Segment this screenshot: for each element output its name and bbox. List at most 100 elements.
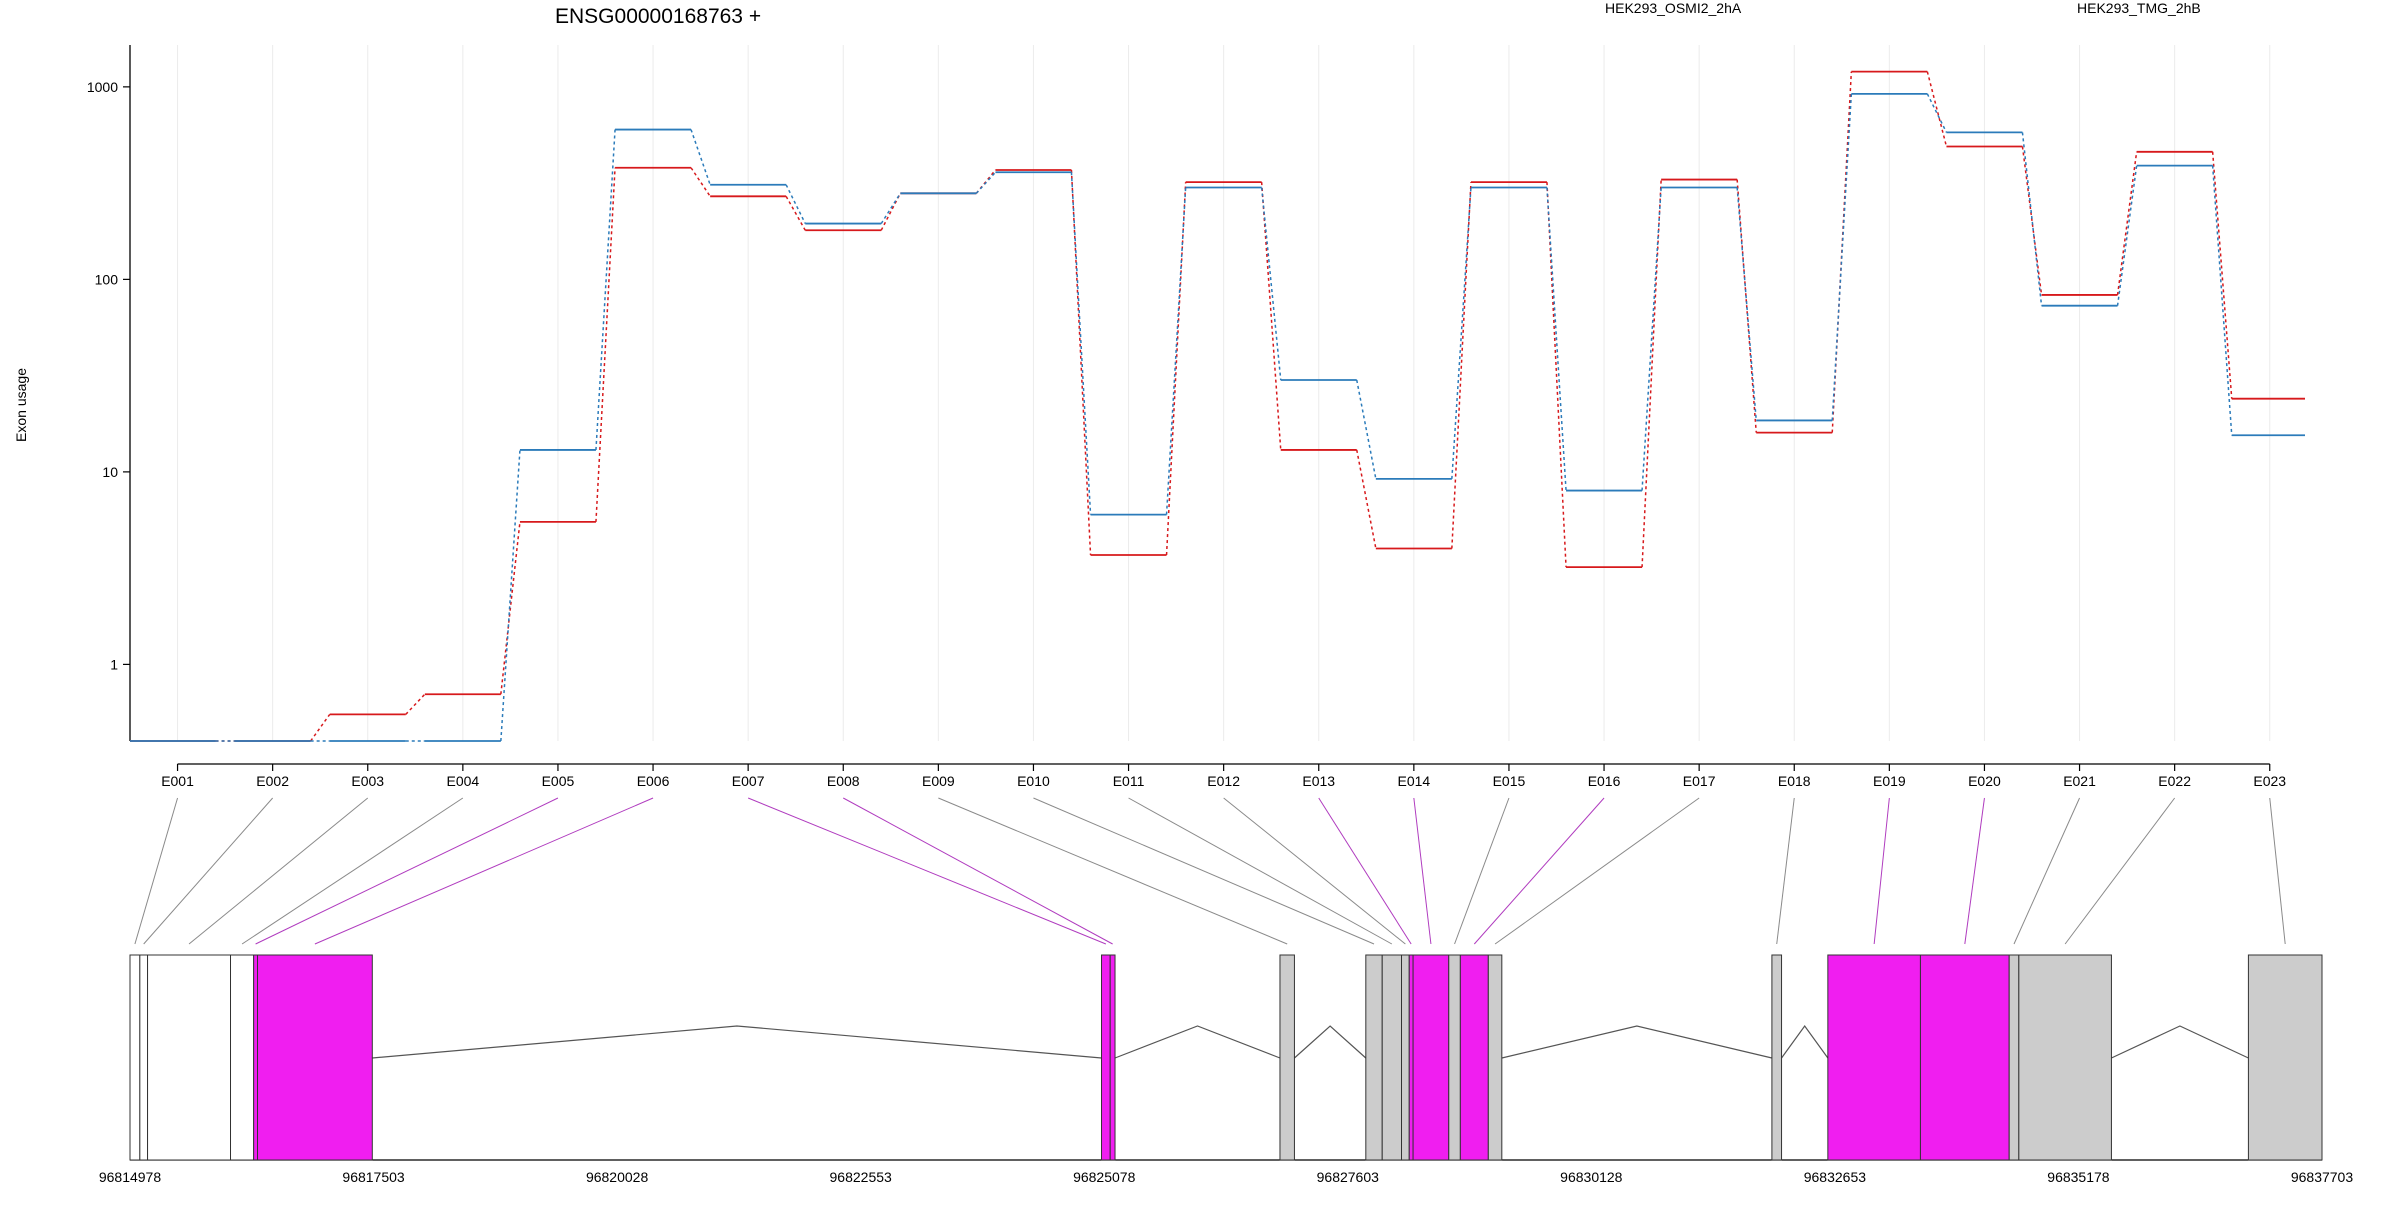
series-tmg-link-E013: [1356, 379, 1377, 479]
x-tick-label-E023: E023: [2253, 773, 2286, 789]
exon-box-E009: [1279, 954, 1295, 1161]
connector-E015: [1454, 797, 1510, 945]
exon-box-E014: [1412, 954, 1450, 1161]
series-osmi2-link-E012: [1260, 182, 1282, 451]
exon-box-E006: [257, 954, 373, 1161]
x-tick-label-E006: E006: [637, 773, 670, 789]
exon-box-E013: [1408, 954, 1414, 1161]
exon-box-E005: [253, 954, 259, 1161]
series-osmi2-link-E008: [880, 192, 902, 231]
gridlines: [177, 45, 2271, 741]
exon-box-E002: [139, 954, 149, 1161]
y-tick-label-1: 1: [110, 656, 118, 672]
x-tick-label-E007: E007: [732, 773, 765, 789]
x-tick-label-E003: E003: [351, 773, 384, 789]
x-tick-label-E016: E016: [1588, 773, 1621, 789]
series-tmg-link-E014: [1451, 187, 1472, 479]
series-osmi2-link-E002: [310, 713, 331, 742]
x-tick-label-E001: E001: [161, 773, 194, 789]
series-tmg-link-E021: [2116, 165, 2138, 306]
intron-3: [1294, 1025, 1367, 1059]
series-tmg-link-E006: [690, 129, 711, 186]
exon-box-E017: [1487, 954, 1503, 1161]
connector-E001: [134, 797, 179, 945]
chart-title: ENSG00000168763 +: [555, 5, 761, 28]
connector-E020: [1964, 797, 1985, 945]
y-tick-label-10: 10: [102, 464, 118, 480]
series-osmi2-link-E015: [1546, 182, 1567, 568]
intron-5: [1781, 1024, 1829, 1059]
x-tick-label-E004: E004: [446, 773, 479, 789]
exon-box-E011: [1381, 954, 1403, 1161]
genomic-tick-label-6: 96830128: [1560, 1169, 1623, 1185]
series-tmg-link-E005: [595, 129, 616, 450]
exon-box-E004: [230, 954, 255, 1161]
exon-box-E007: [1101, 954, 1111, 1161]
x-tick-label-E009: E009: [922, 773, 955, 789]
connector-E010: [1033, 797, 1375, 945]
chart-text: ENSG00000168763 + HEK293_OSMI2_2hA HEK29…: [13, 0, 2353, 1185]
exon-box-E012: [1401, 954, 1410, 1161]
exon-box-E020: [1919, 954, 2010, 1161]
exon-box-E003: [147, 954, 232, 1161]
exon-box-E010: [1365, 954, 1383, 1161]
intron-4: [1501, 1025, 1773, 1059]
series-tmg-link-E020: [2021, 132, 2043, 306]
connector-E012: [1223, 797, 1406, 945]
series-osmi2-link-E009: [975, 169, 997, 194]
series-tmg-link-E015: [1546, 187, 1567, 491]
connector-E014: [1413, 797, 1432, 945]
exon-box-E015: [1448, 954, 1461, 1161]
x-tick-label-E017: E017: [1683, 773, 1716, 789]
series-tmg-link-E011: [1165, 187, 1187, 515]
series-tmg-link-E009: [975, 171, 997, 194]
connector-E004: [241, 797, 464, 945]
series-tmg-link-E004: [500, 449, 521, 742]
x-tick-label-E002: E002: [256, 773, 289, 789]
series-tmg-link-E016: [1641, 187, 1662, 491]
series-osmi2-link-E016: [1641, 179, 1662, 568]
exon-connector-lines: [134, 797, 2286, 945]
series-osmi2-link-E022: [2211, 151, 2233, 399]
connector-E008: [843, 797, 1113, 945]
x-tick-label-E013: E013: [1302, 773, 1335, 789]
series-tmg-link-E018: [1831, 93, 1853, 421]
connector-E018: [1776, 797, 1795, 945]
x-tick-label-E014: E014: [1397, 773, 1430, 789]
series-osmi2-link-E020: [2021, 146, 2043, 296]
connector-E019: [1873, 797, 1890, 945]
x-tick-label-E010: E010: [1017, 773, 1050, 789]
x-tick-label-E020: E020: [1968, 773, 2001, 789]
y-axis-label: Exon usage: [13, 368, 29, 442]
series-osmi2-link-E004: [500, 521, 521, 695]
genomic-tick-label-4: 96825078: [1073, 1169, 1136, 1185]
series-tmg-link-E007: [785, 184, 806, 224]
series-osmi2-link-E010: [1070, 169, 1092, 556]
exon-box-E001: [129, 954, 141, 1161]
connector-E011: [1128, 797, 1393, 945]
exon-box-E023: [2247, 954, 2323, 1161]
series-osmi2-link-E021: [2116, 151, 2138, 296]
connector-E021: [2013, 797, 2081, 945]
series-osmi2-link-E017: [1736, 179, 1757, 433]
series-tmg-link-E019: [1926, 93, 1948, 133]
genomic-tick-label-5: 96827603: [1317, 1169, 1380, 1185]
genomic-tick-label-9: 96837703: [2291, 1169, 2354, 1185]
connector-E023: [2269, 797, 2286, 945]
genomic-tick-label-8: 96835178: [2047, 1169, 2110, 1185]
connector-E005: [255, 797, 559, 945]
genomic-tick-label-0: 96814978: [99, 1169, 162, 1185]
series-tmg-link-E012: [1260, 187, 1282, 381]
exon-box-E019: [1827, 954, 1921, 1161]
series-tmg-link-E010: [1070, 172, 1092, 515]
x-tick-label-E008: E008: [827, 773, 860, 789]
x-tick-label-E011: E011: [1113, 773, 1145, 789]
x-tick-label-E021: E021: [2063, 773, 2096, 789]
x-tick-label-E018: E018: [1778, 773, 1811, 789]
series-osmi2-link-E019: [1926, 71, 1948, 147]
exon-box-E008: [1109, 954, 1116, 1161]
series-tmg-link-E022: [2211, 165, 2233, 436]
series-osmi2-link-E006: [690, 167, 711, 197]
series-osmi2-link-E007: [785, 195, 806, 231]
